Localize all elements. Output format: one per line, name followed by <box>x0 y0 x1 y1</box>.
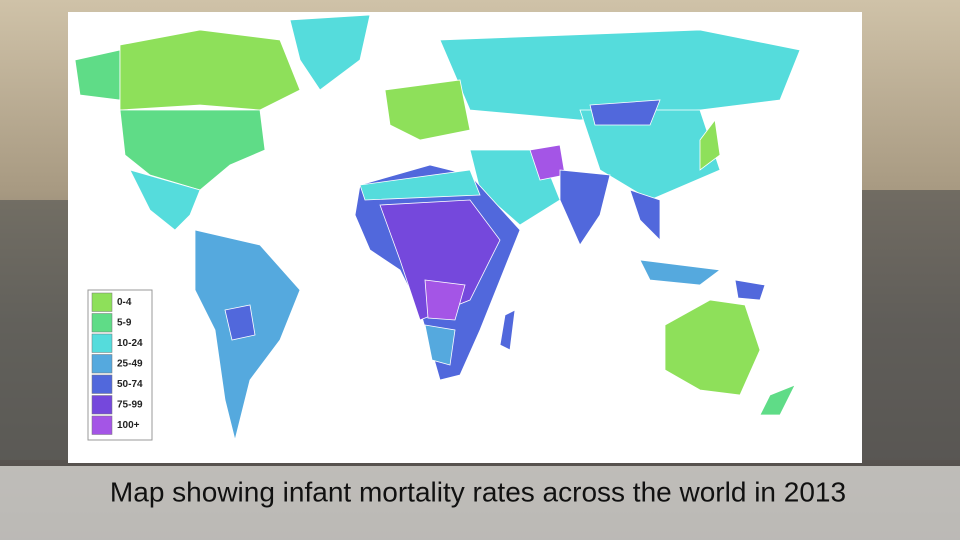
bolivia <box>224 304 256 341</box>
new-zealand <box>759 384 796 416</box>
canada <box>119 29 301 111</box>
japan <box>699 118 721 171</box>
map: 0-4 5-9 10-24 25-49 50-74 75-99 100+ <box>68 12 862 463</box>
india <box>559 169 611 246</box>
russia <box>439 29 801 121</box>
legend-swatch <box>91 374 113 394</box>
legend-swatch <box>91 415 113 435</box>
angola <box>424 279 466 321</box>
legend-label: 5-9 <box>117 317 132 328</box>
city-left <box>0 200 68 460</box>
legend-label: 0-4 <box>117 297 132 308</box>
central-america <box>129 169 201 231</box>
legend-swatch <box>91 333 113 353</box>
north-africa <box>359 169 481 201</box>
legend-swatch <box>91 313 113 333</box>
china <box>579 109 721 201</box>
mongolia <box>589 99 661 126</box>
legend-swatch <box>91 395 113 415</box>
legend-label: 25-49 <box>117 358 143 369</box>
caption: Map showing infant mortality rates acros… <box>110 476 846 507</box>
madagascar <box>499 309 516 351</box>
legend-swatch <box>91 292 113 312</box>
caption-band <box>0 466 960 540</box>
legend: 0-4 5-9 10-24 25-49 50-74 75-99 100+ <box>91 292 143 435</box>
legend-label: 10-24 <box>117 338 143 349</box>
legend-label: 50-74 <box>117 379 143 390</box>
europe <box>384 79 471 141</box>
legend-swatch <box>91 354 113 374</box>
australia <box>664 299 761 396</box>
legend-label: 75-99 <box>117 399 143 410</box>
southeast-asia <box>629 189 661 241</box>
greenland <box>289 14 371 91</box>
city-right <box>862 190 960 460</box>
usa <box>119 109 266 191</box>
papua <box>734 279 766 301</box>
indonesia <box>639 259 722 286</box>
legend-label: 100+ <box>117 420 140 431</box>
central-africa <box>379 199 501 321</box>
southern-africa <box>424 324 456 366</box>
